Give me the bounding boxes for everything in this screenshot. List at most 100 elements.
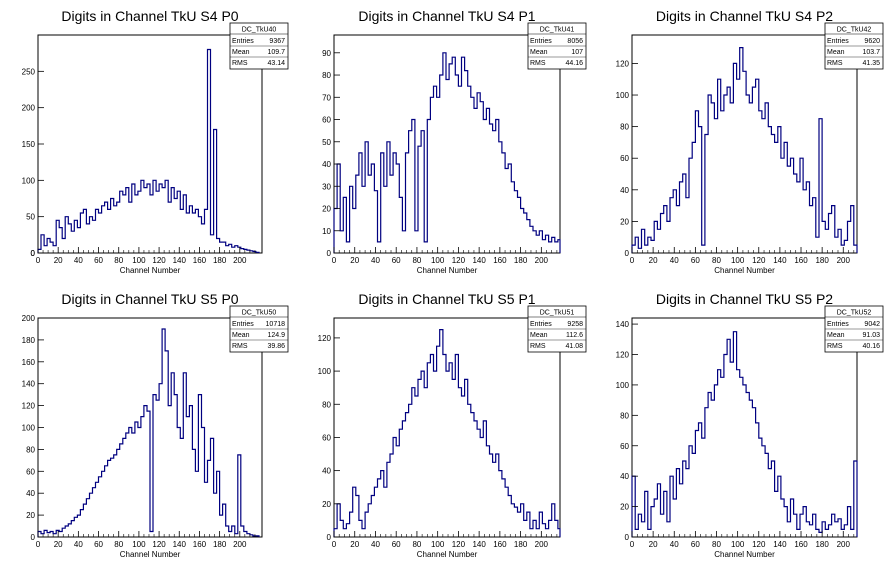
x-tick-label: 40 [74, 256, 83, 265]
stats-name: DC_TkU52 [837, 310, 872, 317]
y-tick-label: 80 [322, 400, 331, 409]
x-axis-title: Channel Number [120, 550, 181, 559]
stats-value: 40.16 [862, 343, 880, 350]
y-tick-label: 0 [625, 533, 630, 542]
y-tick-label: 0 [625, 249, 630, 258]
stats-label: RMS [530, 343, 546, 350]
x-tick-label: 100 [431, 256, 445, 265]
stats-value: 112.6 [566, 332, 583, 339]
y-tick-label: 80 [620, 123, 629, 132]
stats-name: DC_TkU50 [242, 310, 277, 317]
y-tick-label: 100 [22, 424, 36, 433]
x-tick-label: 140 [472, 540, 486, 549]
plot-frame [333, 317, 561, 538]
x-tick-label: 120 [752, 256, 766, 265]
x-tick-label: 80 [114, 540, 123, 549]
stats-label: Entries [530, 38, 552, 45]
x-tick-label: 40 [371, 256, 380, 265]
x-tick-label: 20 [350, 540, 359, 549]
y-tick-label: 0 [31, 249, 36, 258]
x-tick-label: 120 [752, 540, 766, 549]
stats-value: 9042 [864, 321, 880, 328]
stats-label: RMS [827, 343, 843, 350]
x-tick-label: 200 [837, 256, 851, 265]
x-tick-label: 180 [514, 540, 528, 549]
pad-title: Digits in Channel TkU S4 P2 [656, 8, 833, 24]
stats-label: Entries [232, 38, 254, 45]
x-tick-label: 160 [493, 540, 507, 549]
stats-value: 39.86 [267, 343, 285, 350]
x-tick-label: 0 [630, 540, 635, 549]
x-tick-label: 60 [691, 540, 700, 549]
x-tick-label: 180 [213, 256, 227, 265]
y-tick-label: 60 [26, 467, 35, 476]
x-tick-label: 100 [431, 540, 445, 549]
pad-title: Digits in Channel TkU S5 P1 [358, 291, 535, 307]
y-tick-label: 120 [616, 59, 630, 68]
y-tick-label: 20 [322, 205, 331, 214]
x-tick-label: 120 [452, 256, 466, 265]
y-tick-label: 20 [26, 511, 35, 520]
x-tick-label: 200 [837, 540, 851, 549]
stats-label: RMS [827, 60, 843, 67]
y-tick-label: 50 [26, 213, 35, 222]
x-tick-label: 40 [670, 256, 679, 265]
histogram-pad-4: Digits in Channel TkU S5 P0 0 20 40 60 80 100 1… [22, 291, 289, 559]
stats-label: Entries [827, 321, 849, 328]
histogram-series [37, 48, 260, 253]
y-tick-label: 40 [620, 186, 629, 195]
histogram-series [37, 328, 260, 537]
x-tick-label: 20 [54, 256, 63, 265]
x-tick-label: 0 [36, 540, 41, 549]
stats-label: Mean [827, 49, 845, 56]
x-tick-label: 0 [630, 256, 635, 265]
x-tick-label: 200 [535, 540, 549, 549]
y-tick-label: 40 [26, 489, 35, 498]
x-axis-title: Channel Number [714, 266, 775, 275]
pad-title: Digits in Channel TkU S5 P0 [61, 291, 238, 307]
y-tick-label: 60 [322, 433, 331, 442]
y-tick-label: 70 [322, 93, 331, 102]
y-tick-label: 150 [22, 140, 36, 149]
histogram-series [333, 329, 561, 537]
y-tick-label: 90 [322, 49, 331, 58]
stats-value: 9258 [567, 321, 583, 328]
y-tick-label: 0 [31, 249, 36, 258]
x-tick-label: 80 [114, 256, 123, 265]
x-tick-label: 80 [412, 540, 421, 549]
x-tick-label: 160 [794, 256, 808, 265]
x-tick-label: 180 [815, 256, 829, 265]
stats-name: DC_TkU40 [242, 27, 277, 34]
x-tick-label: 180 [815, 540, 829, 549]
stats-label: Entries [232, 321, 254, 328]
stats-label: Mean [232, 49, 250, 56]
stats-value: 43.14 [267, 60, 285, 67]
stats-value: 91.03 [862, 332, 880, 339]
y-tick-label: 120 [22, 402, 36, 411]
y-tick-label: 40 [620, 472, 629, 481]
x-tick-label: 20 [54, 540, 63, 549]
x-axis-title: Channel Number [714, 550, 775, 559]
y-tick-label: 140 [22, 380, 36, 389]
y-tick-label: 80 [620, 411, 629, 420]
stats-value: 124.9 [267, 332, 285, 339]
stats-value: 107 [571, 49, 583, 56]
stats-label: Mean [827, 332, 845, 339]
y-tick-label: 30 [322, 182, 331, 191]
histogram-pad-5: Digits in Channel TkU S5 P1 0 20 40 60 80 100 1… [318, 291, 587, 559]
x-tick-label: 60 [94, 540, 103, 549]
x-tick-label: 100 [132, 256, 146, 265]
stats-label: Mean [530, 332, 548, 339]
plot-frame [37, 34, 263, 254]
pad-title: Digits in Channel TkU S4 P0 [61, 8, 238, 24]
x-tick-label: 100 [132, 540, 146, 549]
x-axis-title: Channel Number [417, 266, 478, 275]
y-tick-label: 20 [620, 217, 629, 226]
stats-name: DC_TkU41 [540, 27, 575, 34]
x-tick-label: 160 [193, 540, 207, 549]
y-tick-label: 50 [322, 138, 331, 147]
x-tick-label: 60 [392, 256, 401, 265]
histogram-pad-2: Digits in Channel TkU S4 P10 20 40 60 80 100 1… [322, 8, 587, 275]
